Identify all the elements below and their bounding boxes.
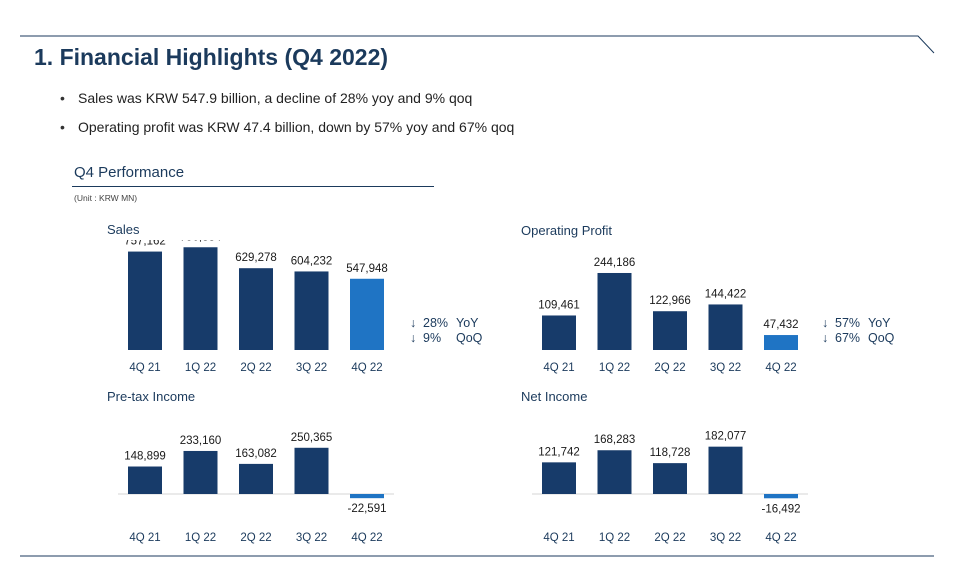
- pretax-income-data-label: 148,899: [124, 451, 166, 463]
- net-income-bar: [653, 463, 687, 494]
- net-income-data-label: 121,742: [538, 446, 580, 458]
- sales-data-label: 790,334: [180, 240, 222, 243]
- bullet-sales: Sales was KRW 547.9 billion, a decline o…: [60, 88, 514, 117]
- sales-category-label: 3Q 22: [296, 362, 327, 374]
- pretax-income-data-label: -22,591: [347, 503, 386, 515]
- net-income-chart: 121,742 4Q 21 168,283 1Q 22 118,728 2Q 22 182,…: [532, 431, 808, 544]
- sales-bar: [239, 268, 273, 350]
- pretax-income-category-label: 4Q 22: [351, 532, 382, 544]
- sales-bar: [183, 247, 218, 350]
- sales-data-label: 604,232: [291, 255, 333, 267]
- pretax-income-chart-title: Pre-tax Income: [107, 389, 196, 404]
- section-title: Q4 Performance: [74, 164, 185, 181]
- operating-profit-data-label: 122,966: [649, 295, 691, 307]
- pretax-income-data-label: 233,160: [180, 435, 222, 447]
- section-divider: [72, 186, 434, 187]
- net-income-category-label: 3Q 22: [710, 532, 741, 544]
- highlight-bullets: Sales was KRW 547.9 billion, a decline o…: [60, 88, 514, 146]
- pretax-income-category-label: 4Q 21: [129, 532, 160, 544]
- sales-bar: [294, 271, 329, 350]
- pretax-income-data-label: 250,365: [291, 432, 333, 444]
- op-yoy-change: ↓ 57% YoY: [822, 316, 894, 331]
- sales-category-label: 4Q 21: [129, 362, 160, 374]
- sales-qoq-value: 9%: [423, 331, 442, 345]
- net-income-bar: [764, 494, 798, 499]
- net-income-category-label: 4Q 21: [543, 532, 574, 544]
- pretax-income-bar: [183, 450, 218, 494]
- operating-profit-data-label: 47,432: [763, 319, 798, 331]
- pretax-income-category-label: 2Q 22: [240, 532, 271, 544]
- operating-profit-bar: [597, 272, 632, 350]
- net-income-data-label: -16,492: [761, 503, 800, 515]
- pretax-income-category-label: 1Q 22: [185, 532, 216, 544]
- sales-chart: 757,162 4Q 21 790,334 1Q 22 629,278 2Q 22 604,…: [124, 240, 388, 374]
- net-income-data-label: 118,728: [650, 447, 691, 459]
- net-income-bar: [708, 446, 743, 494]
- operating-profit-category-label: 1Q 22: [599, 362, 630, 374]
- pretax-income-category-label: 3Q 22: [296, 532, 327, 544]
- net-income-category-label: 4Q 22: [765, 532, 796, 544]
- net-income-bar: [597, 450, 632, 494]
- operating-profit-data-label: 144,422: [705, 288, 747, 300]
- operating-profit-category-label: 2Q 22: [654, 362, 685, 374]
- header-rule: [20, 35, 935, 54]
- operating-profit-bar: [764, 335, 798, 350]
- op-qoq-label: QoQ: [868, 331, 895, 345]
- down-arrow-icon: ↓: [410, 316, 417, 330]
- unit-note: (Unit : KRW MN): [74, 193, 138, 203]
- page-title: 1. Financial Highlights (Q4 2022): [34, 44, 389, 70]
- sales-yoy-change: ↓ 28% YoY: [410, 316, 482, 331]
- op-qoq-value: 67%: [835, 331, 861, 345]
- sales-data-label: 547,948: [346, 263, 388, 275]
- sales-category-label: 2Q 22: [240, 362, 271, 374]
- op-yoy-label: YoY: [868, 316, 891, 330]
- sales-data-label: 629,278: [235, 252, 277, 264]
- pretax-income-chart: 148,899 4Q 21 233,160 1Q 22 163,082 2Q 22 250,…: [118, 432, 394, 544]
- sales-yoy-value: 28%: [423, 316, 449, 330]
- sales-yoy-label: YoY: [456, 316, 479, 330]
- operating-profit-category-label: 3Q 22: [710, 362, 741, 374]
- operating-profit-data-label: 244,186: [594, 257, 636, 269]
- op-yoy-value: 57%: [835, 316, 861, 330]
- pretax-income-data-label: 163,082: [235, 448, 277, 460]
- pretax-income-bar: [350, 494, 384, 499]
- sales-bar: [350, 278, 384, 350]
- down-arrow-icon: ↓: [410, 331, 417, 345]
- sales-category-label: 4Q 22: [351, 362, 382, 374]
- operating-profit-category-label: 4Q 22: [765, 362, 796, 374]
- sales-chart-title: Sales: [107, 222, 140, 237]
- net-income-category-label: 2Q 22: [654, 532, 685, 544]
- net-income-chart-title: Net Income: [521, 389, 588, 404]
- operating-profit-category-label: 4Q 21: [543, 362, 574, 374]
- operating-profit-bar: [653, 311, 687, 350]
- operating-profit-bar: [542, 315, 576, 350]
- net-income-category-label: 1Q 22: [599, 532, 630, 544]
- operating-profit-bar: [708, 304, 743, 350]
- sales-data-label: 757,162: [124, 240, 166, 248]
- pretax-income-bar: [294, 447, 329, 494]
- sales-qoq-label: QoQ: [456, 331, 483, 345]
- operating-profit-chart: 109,461 4Q 21 244,186 1Q 22 122,966 2Q 22 144,…: [538, 257, 798, 374]
- bullet-operating-profit: Operating profit was KRW 47.4 billion, d…: [60, 117, 514, 146]
- sales-qoq-change: ↓ 9% QoQ: [410, 331, 482, 346]
- net-income-data-label: 168,283: [594, 434, 636, 446]
- sales-change-indicator: ↓ 28% YoY ↓ 9% QoQ: [410, 316, 482, 346]
- down-arrow-icon: ↓: [822, 331, 829, 345]
- operating-profit-chart-title: Operating Profit: [521, 223, 613, 238]
- pretax-income-bar: [128, 466, 162, 494]
- sales-category-label: 1Q 22: [185, 362, 216, 374]
- down-arrow-icon: ↓: [822, 316, 829, 330]
- op-qoq-change: ↓ 67% QoQ: [822, 331, 894, 346]
- operating-profit-change-indicator: ↓ 57% YoY ↓ 67% QoQ: [822, 316, 894, 346]
- pretax-income-bar: [239, 463, 273, 494]
- net-income-data-label: 182,077: [705, 431, 747, 443]
- net-income-bar: [542, 462, 576, 494]
- operating-profit-data-label: 109,461: [538, 299, 580, 311]
- sales-bar: [128, 251, 162, 350]
